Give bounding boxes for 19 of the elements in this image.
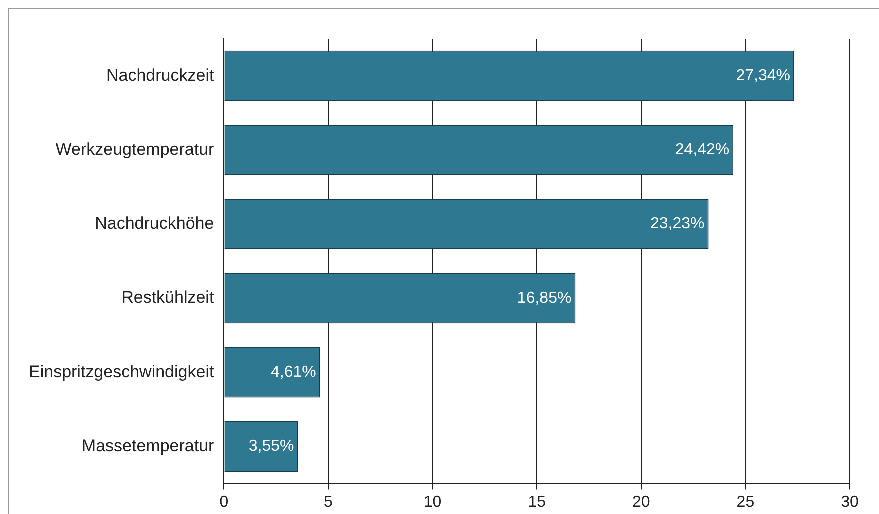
y-tick-label: Einspritzgeschwindigkeit (28, 362, 214, 382)
x-tick-label: 5 (324, 494, 334, 511)
y-tick-label: Werkzeugtemperatur (56, 140, 215, 159)
y-tick-label: Nachdruckhöhe (95, 214, 214, 234)
data-label: 24,42% (675, 142, 730, 159)
x-tick-label: 10 (424, 494, 442, 511)
x-tick-label: 20 (632, 494, 650, 511)
y-tick-label: Massetemperatur (82, 436, 215, 456)
y-tick-label: Restkühlzeit (122, 288, 214, 308)
data-label: 27,34% (736, 67, 791, 84)
x-tick-label: 0 (220, 494, 229, 511)
data-label: 4,61% (270, 364, 316, 382)
x-tick-label: 30 (841, 494, 859, 511)
data-label: 16,85% (517, 290, 572, 307)
data-label: 23,23% (650, 216, 705, 233)
data-label: 3,55% (248, 438, 294, 456)
x-tick-label: 25 (736, 494, 755, 511)
y-tick-label: Nachdruckzeit (106, 66, 214, 85)
x-tick-label: 15 (528, 494, 546, 511)
